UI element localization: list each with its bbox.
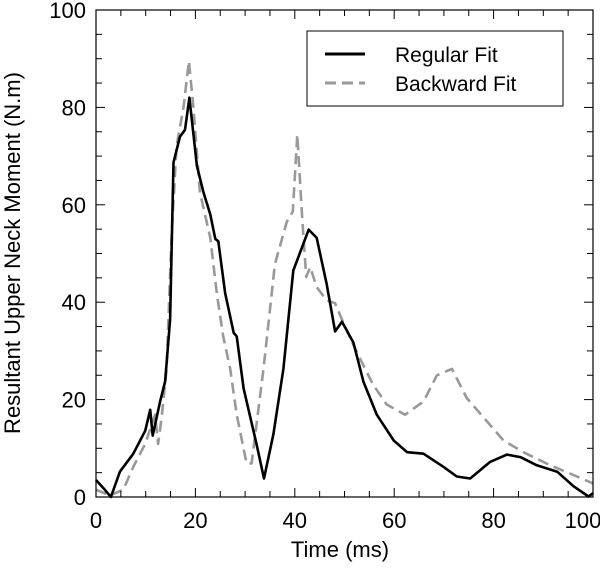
y-tick-label: 100 (49, 0, 86, 23)
y-axis-title: Resultant Upper Neck Moment (N.m) (0, 72, 25, 434)
legend-box (306, 30, 564, 107)
y-tick-label: 60 (62, 193, 86, 218)
axis-ticks (95, 9, 594, 498)
y-tick-label: 80 (62, 95, 86, 120)
y-tick-label: 20 (62, 388, 86, 413)
plot-lines (95, 59, 594, 499)
x-tick-label: 20 (183, 508, 207, 533)
legend-label-regular-fit: Regular Fit (395, 44, 498, 67)
tick-labels: 0 20 40 60 80 100 0 20 40 60 80 100 (49, 0, 600, 533)
legend-label-backward-fit: Backward Fit (395, 73, 517, 96)
series-line-regular-fit (95, 96, 594, 499)
x-tick-label: 100 (565, 508, 600, 533)
y-tick-label: 0 (74, 485, 86, 510)
x-axis-title: Time (ms) (291, 537, 389, 562)
x-tick-label: 80 (481, 508, 505, 533)
x-tick-label: 60 (382, 508, 406, 533)
legend: Regular Fit Backward Fit (306, 30, 564, 107)
y-tick-label: 40 (62, 290, 86, 315)
x-tick-label: 40 (283, 508, 307, 533)
x-tick-label: 0 (90, 508, 102, 533)
